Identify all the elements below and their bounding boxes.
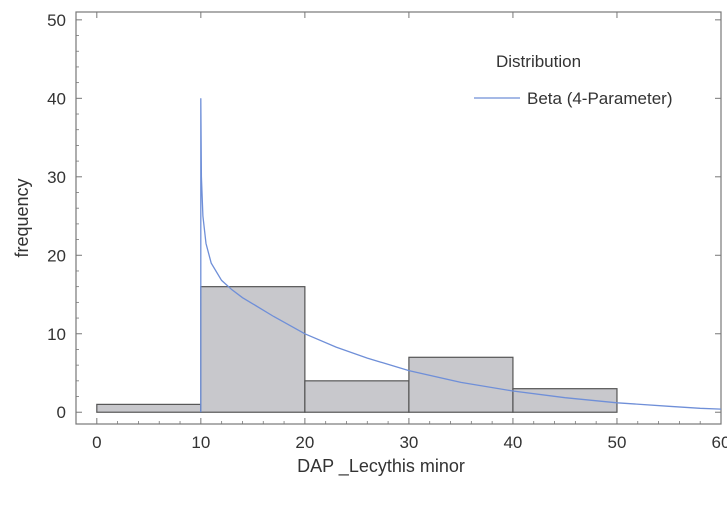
- y-tick-label: 50: [47, 11, 66, 30]
- x-axis-title: DAP _Lecythis minor: [297, 456, 465, 477]
- histogram-bar-2: [304, 380, 410, 413]
- y-tick-label: 0: [57, 403, 66, 422]
- y-axis-title: frequency: [12, 178, 32, 257]
- legend: Distribution Beta (4-Parameter): [474, 52, 673, 108]
- x-tick-label: 60: [712, 433, 727, 452]
- x-tick-label: 0: [92, 433, 101, 452]
- x-tick-label: 10: [191, 433, 210, 452]
- y-tick-label: 30: [47, 168, 66, 187]
- histogram-bar-1: [200, 286, 306, 413]
- y-axis: 0 10 20 30 40 50: [47, 11, 721, 422]
- legend-series-label: Beta (4-Parameter): [527, 89, 673, 108]
- x-tick-label: 50: [608, 433, 627, 452]
- x-axis: 0 10 20 30 40 50 60: [92, 12, 727, 452]
- beta-distribution-curve: [200, 98, 722, 413]
- histogram-bar-0: [96, 403, 202, 413]
- x-tick-label: 20: [295, 433, 314, 452]
- y-tick-label: 20: [47, 246, 66, 265]
- x-tick-label: 40: [503, 433, 522, 452]
- y-tick-label: 10: [47, 325, 66, 344]
- histogram-bar-3: [408, 356, 514, 413]
- x-tick-label: 30: [399, 433, 418, 452]
- y-tick-label: 40: [47, 89, 66, 108]
- legend-title: Distribution: [496, 52, 581, 71]
- plot-frame: [75, 11, 722, 425]
- histogram-bar-4: [512, 388, 618, 413]
- histogram-bars: [96, 286, 618, 413]
